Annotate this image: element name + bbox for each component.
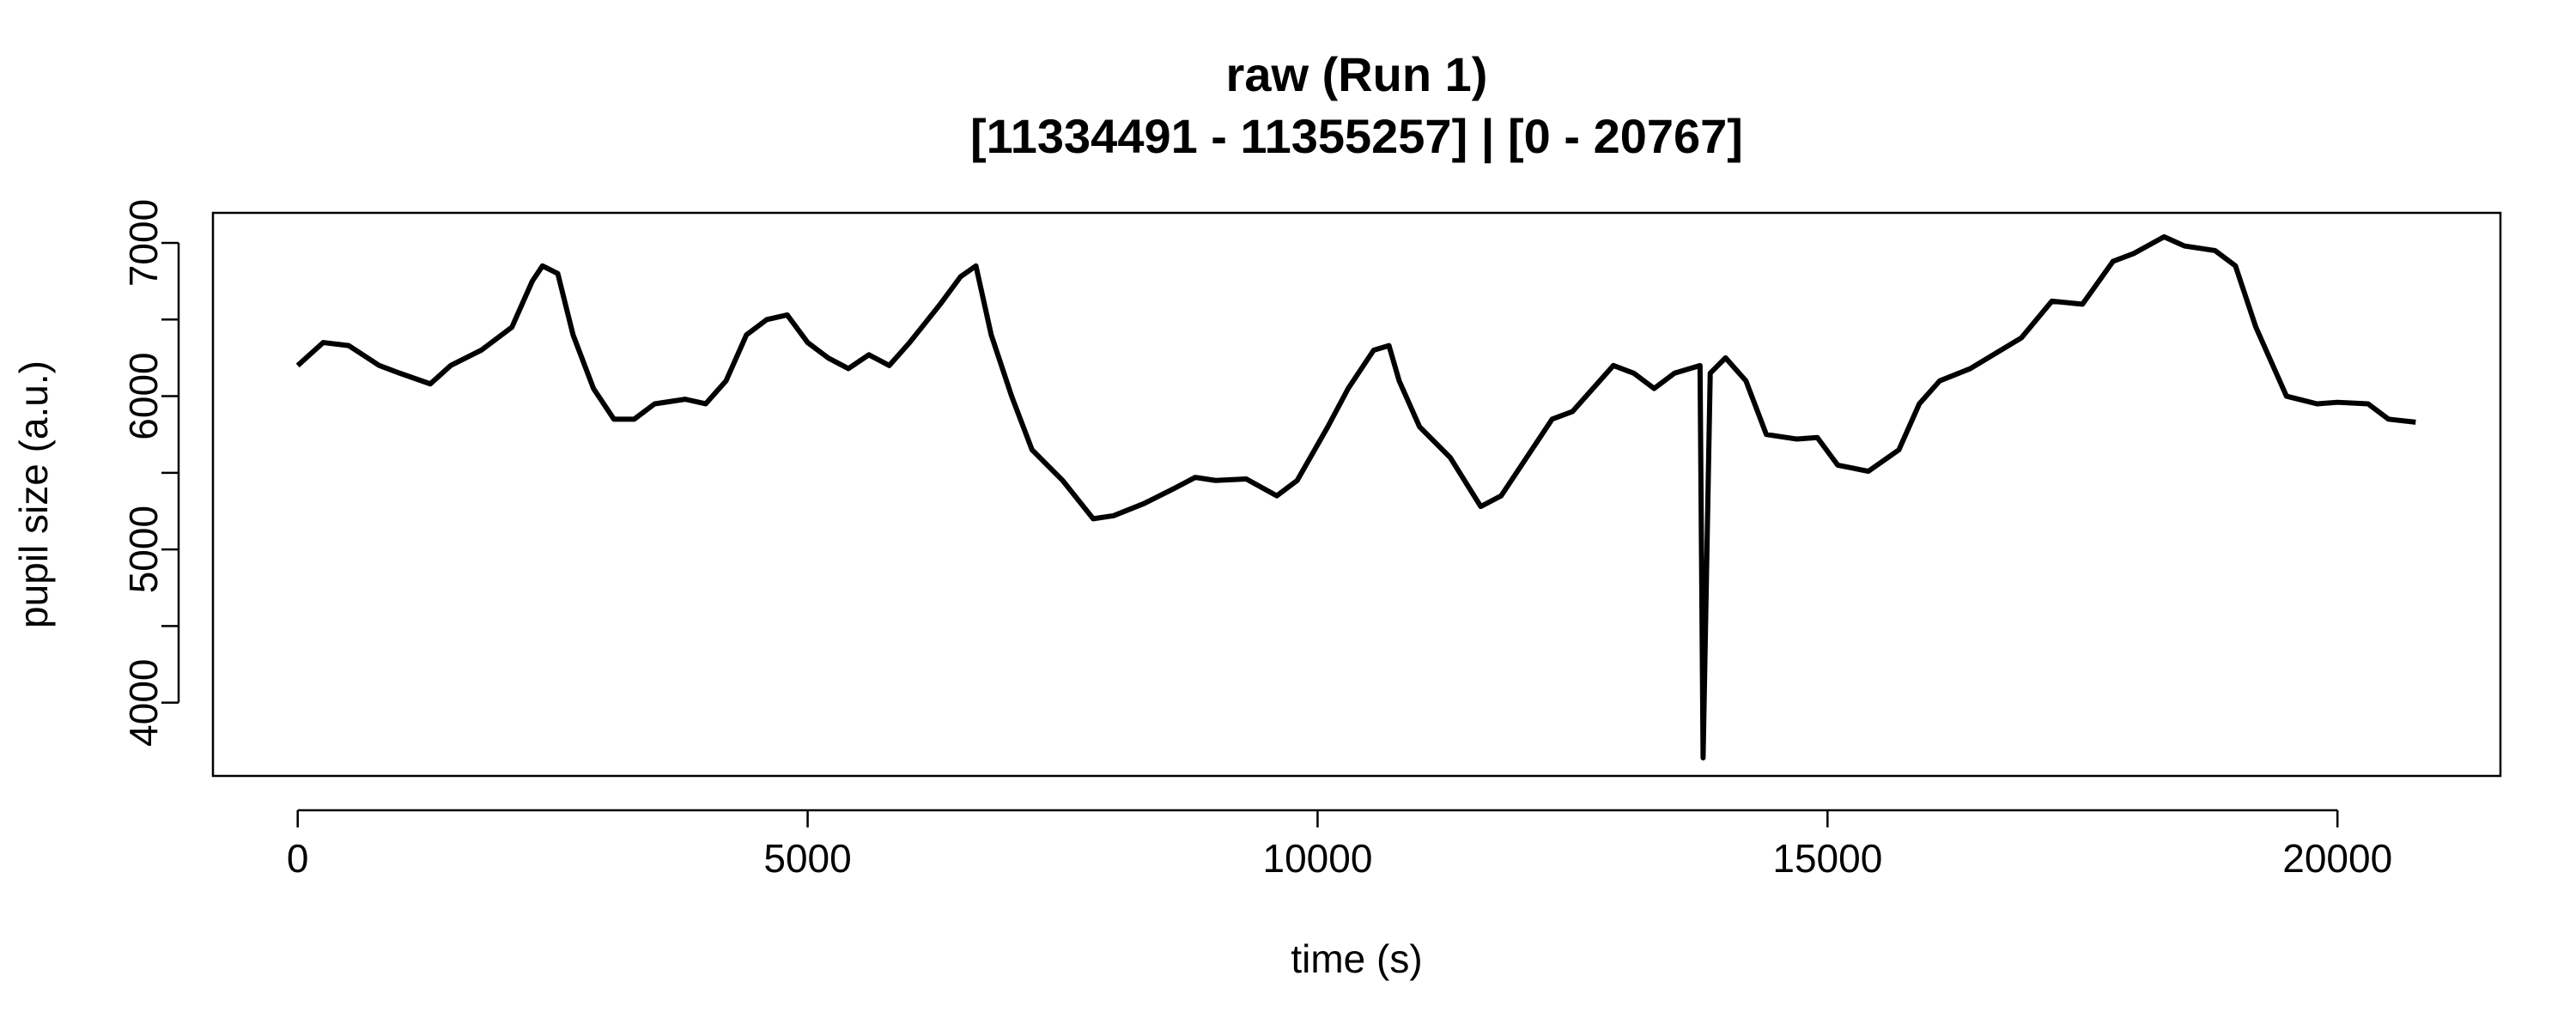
x-tick-label: 0 — [287, 836, 309, 881]
x-tick-label: 10000 — [1262, 836, 1372, 881]
plot-frame — [211, 211, 2502, 778]
y-tick-label: 4000 — [121, 658, 166, 746]
chart-subtitle: [11334491 - 11355257] | [0 - 20767] — [970, 109, 1743, 164]
y-tick-label: 7000 — [121, 199, 166, 287]
y-tick-label: 5000 — [121, 506, 166, 593]
x-tick-label: 20000 — [2282, 836, 2392, 881]
x-tick-label: 15000 — [1772, 836, 1882, 881]
chart-title: raw (Run 1) — [1226, 47, 1488, 101]
y-tick-label: 6000 — [121, 352, 166, 439]
x-tick-label: 5000 — [763, 836, 851, 881]
x-axis-label: time (s) — [1291, 936, 1422, 981]
data-line — [295, 233, 2416, 760]
y-axis-label: pupil size (a.u.) — [11, 360, 56, 628]
